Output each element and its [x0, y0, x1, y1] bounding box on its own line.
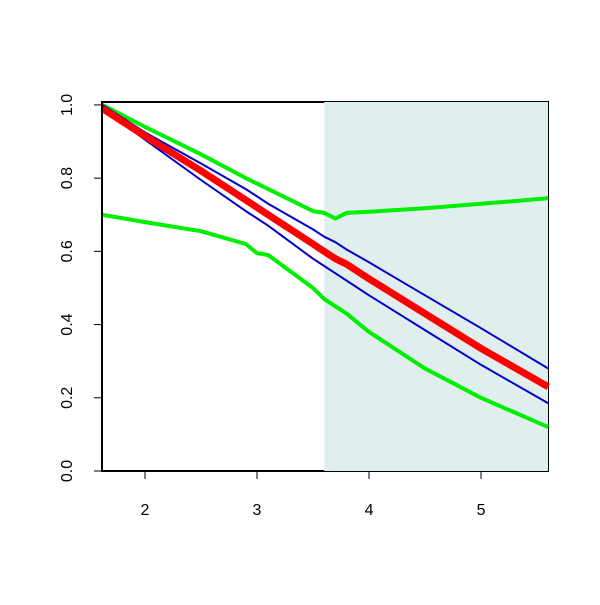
series-line: [100, 105, 550, 390]
y-tick-label: 1.0: [59, 94, 76, 116]
y-tick-label: 0.2: [59, 387, 76, 409]
series-line: [101, 104, 549, 370]
shaded-region: [324, 102, 548, 471]
y-tick-label: 0.6: [59, 240, 76, 262]
x-tick-label: 4: [365, 502, 374, 519]
series-line: [102, 212, 549, 429]
x-tick-label: 3: [253, 502, 262, 519]
series-line: [101, 107, 549, 405]
series-line: [101, 103, 549, 221]
x-tick-label: 2: [141, 502, 150, 519]
y-tick-label: 0.4: [59, 313, 76, 335]
y-tick-label: 0.8: [59, 167, 76, 189]
y-tick-label: 0.0: [59, 460, 76, 482]
x-tick-label: 5: [477, 502, 486, 519]
